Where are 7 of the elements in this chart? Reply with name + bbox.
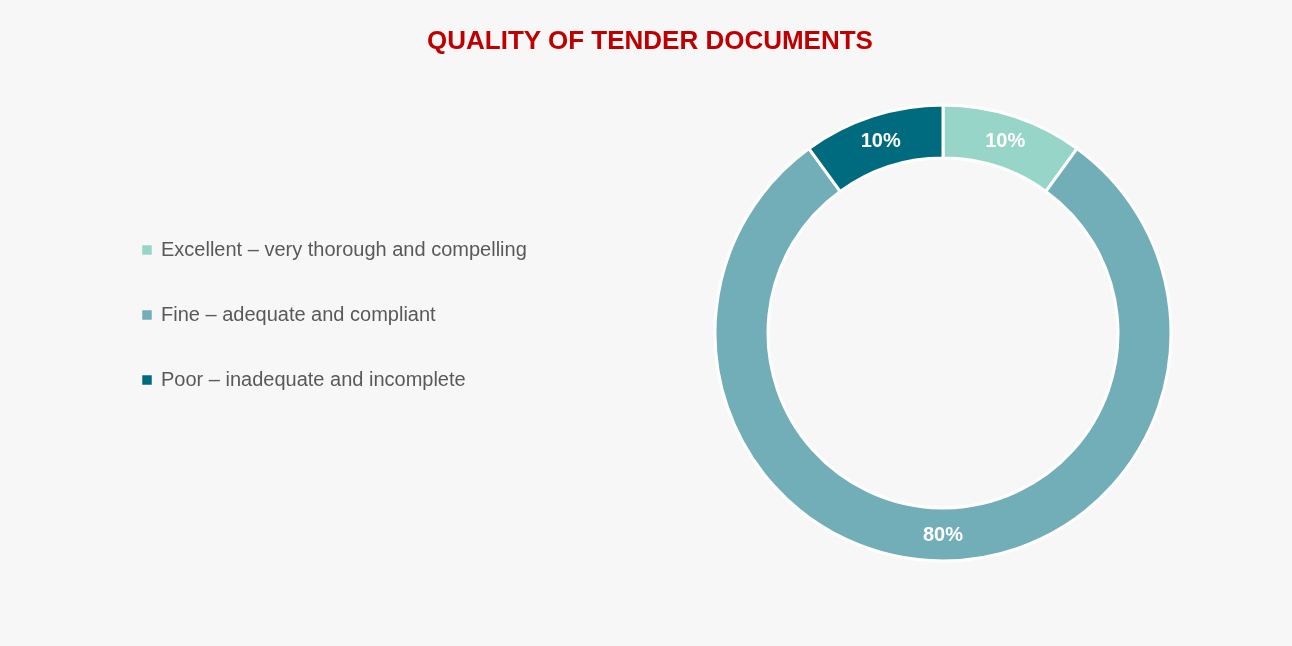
legend-label: Excellent – very thorough and compelling bbox=[161, 238, 527, 260]
data-label: 10% bbox=[860, 129, 901, 152]
legend-label: Poor – inadequate and incomplete bbox=[161, 368, 466, 390]
data-label: 10% bbox=[985, 129, 1026, 152]
legend-label: Fine – adequate and compliant bbox=[161, 303, 437, 325]
data-label: 80% bbox=[922, 522, 964, 545]
chart-title: QUALITY OF TENDER DOCUMENTS bbox=[427, 25, 873, 55]
